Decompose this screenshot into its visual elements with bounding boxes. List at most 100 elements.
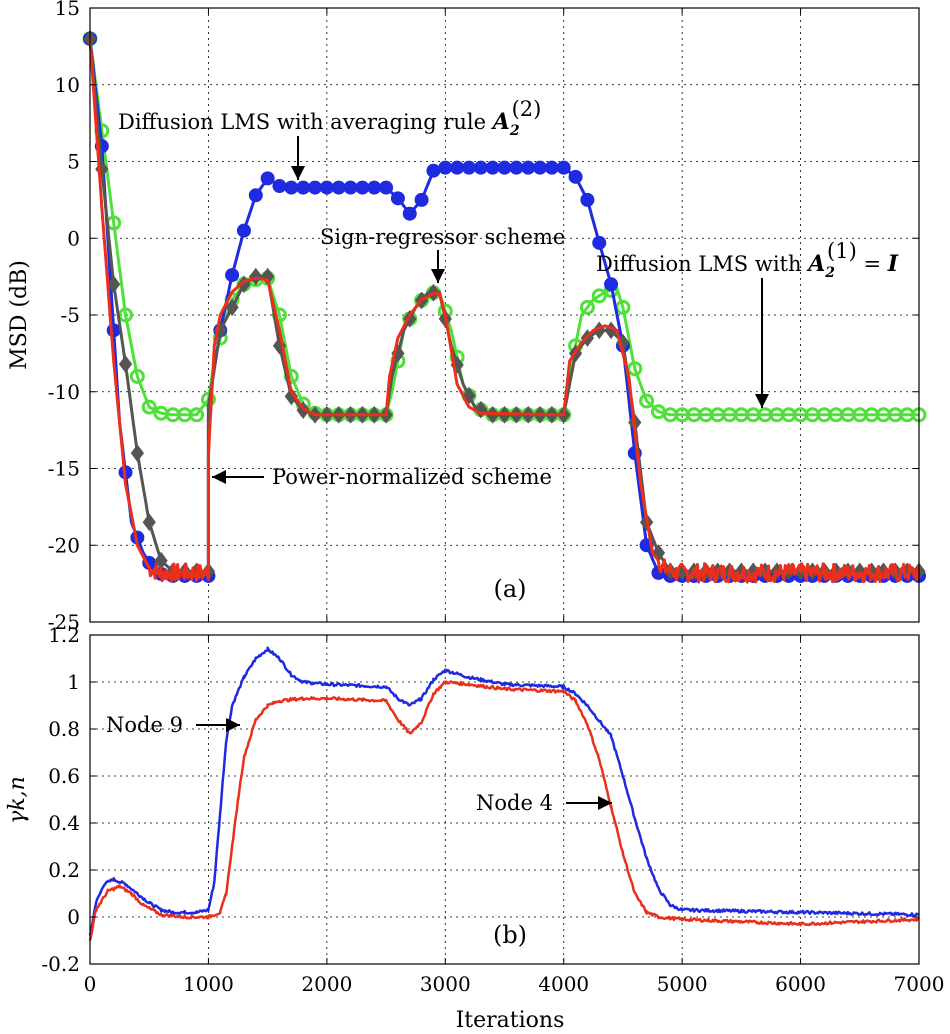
data-point-marker [355, 180, 370, 195]
y-tick-label: -10 [48, 380, 80, 404]
data-point-marker [485, 160, 500, 175]
y-tick-label: -0.2 [41, 952, 80, 976]
y-tick-label: -20 [48, 533, 80, 557]
data-point-marker [568, 169, 583, 184]
data-point-marker [248, 188, 263, 203]
data-point-marker [544, 160, 559, 175]
annotation-power-normalized: Power-normalized scheme [212, 465, 552, 489]
data-point-marker [106, 323, 121, 338]
y-tick-label: 0 [67, 226, 80, 250]
annotation-identity-text: Diffusion LMS with [596, 252, 808, 276]
data-point-marker [390, 191, 405, 206]
data-point-marker [592, 235, 607, 250]
data-point-marker [379, 180, 394, 195]
panel-b-xlabel: Iterations [456, 1008, 565, 1033]
y-tick-label: 0.4 [48, 811, 80, 835]
panel-b-chart: 1.210.80.60.40.20-0.2 0 1000 2000 3000 4000 5… [5, 623, 944, 1033]
data-point-marker [450, 160, 465, 175]
y-tick-label: -5 [61, 303, 80, 327]
data-point-marker [438, 160, 453, 175]
data-point-marker [118, 355, 133, 373]
panel-a-y-ticks: 15 10 5 0 -5 -10 -15 -20 -25 [48, 0, 919, 634]
y-tick-label: 10 [55, 73, 80, 97]
annotation-identity-sup: (1) [827, 239, 857, 263]
annotation-node9-text: Node 9 [106, 713, 183, 737]
data-point-marker [308, 180, 323, 195]
svg-text:Diffusion LMS with averaging r: Diffusion LMS with averaging rule A2 (2) [118, 97, 541, 139]
panel-b-series [88, 646, 920, 941]
x-tick-label: 3000 [420, 972, 471, 996]
y-tick-label: -25 [48, 610, 80, 634]
data-point-marker [533, 160, 548, 175]
data-point-marker [130, 444, 144, 462]
data-point-marker [461, 160, 476, 175]
data-point-marker [556, 160, 571, 175]
data-point-marker [331, 180, 346, 195]
annotation-averaging-text: Diffusion LMS with averaging rule [118, 110, 493, 134]
y-tick-label: 0 [67, 905, 80, 929]
data-point-marker [319, 180, 334, 195]
data-point-marker [189, 407, 205, 423]
data-point-marker [225, 298, 239, 317]
annotation-averaging-math: A [491, 109, 510, 135]
data-point-marker [129, 368, 145, 384]
data-point-marker [414, 192, 429, 207]
data-point-marker [107, 275, 121, 294]
data-point-marker [497, 160, 512, 175]
data-point-marker [426, 163, 441, 178]
data-point-marker [521, 160, 536, 175]
data-point-marker [627, 361, 643, 377]
data-point-marker [213, 321, 227, 340]
x-tick-label: 5000 [657, 972, 708, 996]
panel-b-frame [89, 634, 920, 965]
data-point-marker [579, 299, 595, 315]
data-point-marker [284, 387, 298, 406]
data-point-marker [284, 180, 299, 195]
y-tick-label: 0.8 [48, 717, 80, 741]
data-point-marker [462, 386, 476, 405]
series-3 [88, 38, 921, 584]
annotation-power-normalized-text: Power-normalized scheme [272, 465, 552, 489]
data-point-marker [249, 267, 263, 286]
annotation-identity-sub: 2 [824, 265, 835, 281]
data-point-marker [141, 399, 157, 415]
annotation-identity: Diffusion LMS with A2 (1) = I [596, 239, 899, 408]
annotation-averaging-sup: (2) [512, 97, 542, 121]
panel-a-ylabel: MSD (dB) [7, 260, 32, 370]
data-point-marker [591, 288, 607, 304]
y-tick-label: 15 [55, 0, 80, 20]
data-point-marker [604, 277, 619, 292]
data-point-marker [580, 192, 595, 207]
x-tick-label: 2000 [301, 972, 352, 996]
annotation-node4: Node 4 [476, 791, 612, 815]
annotation-sign-regressor-text: Sign-regressor scheme [320, 225, 565, 249]
data-point-marker [509, 160, 524, 175]
data-point-marker [225, 268, 240, 283]
panel-b-ylabel: γk,n [5, 776, 30, 824]
data-point-marker [343, 180, 358, 195]
panel-a-series [82, 29, 927, 584]
annotation-identity-op: = [857, 252, 888, 276]
data-point-marker [639, 393, 655, 409]
annotation-identity-math2: I [887, 251, 899, 277]
annotation-node4-text: Node 4 [476, 791, 553, 815]
panel-a-label: (a) [493, 575, 526, 603]
data-point-marker [402, 206, 417, 221]
panel-b-y-ticks: 1.2 1 0.8 0.6 0.4 0.2 0 -0.2 [41, 623, 919, 976]
y-tick-label: 0.2 [48, 858, 80, 882]
panel-b-x-ticks: 0 1000 2000 3000 4000 5000 6000 7000 [84, 635, 945, 996]
svg-text:Diffusion LMS with A2(1) = I: Diffusion LMS with A2 (1) = I [596, 239, 899, 281]
data-point-marker [272, 179, 287, 194]
data-point-marker [236, 223, 251, 238]
annotation-identity-math: A [806, 251, 825, 277]
x-tick-label: 7000 [894, 972, 945, 996]
x-tick-label: 1000 [183, 972, 234, 996]
data-point-marker [260, 171, 275, 186]
y-tick-label: 1.2 [48, 623, 80, 647]
y-tick-label: 0.6 [48, 764, 80, 788]
data-point-marker [367, 180, 382, 195]
panel-a-grid [89, 8, 920, 622]
panel-b-label: (b) [493, 921, 527, 949]
series-line [88, 38, 921, 584]
